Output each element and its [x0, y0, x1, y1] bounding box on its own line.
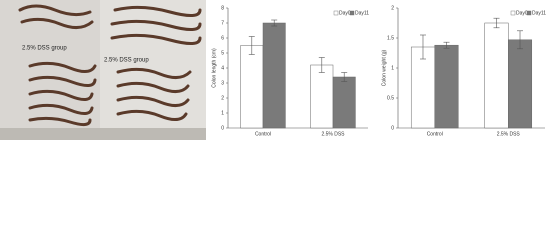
legend-label: Day11 — [355, 10, 369, 16]
error-bar — [419, 34, 426, 60]
x-tick-label: Control — [255, 131, 271, 137]
y-axis-title: Colon weight (g) — [381, 49, 387, 86]
legend-swatch — [526, 10, 532, 16]
y-tick-label: 0.5 — [387, 95, 394, 101]
y-tick-label: 8 — [221, 5, 224, 11]
legend-swatch — [349, 10, 355, 16]
legend-label: Day0 — [516, 10, 528, 16]
bar — [484, 22, 509, 129]
bar — [508, 39, 533, 129]
bar — [332, 76, 356, 129]
photo-panel: 2.5% DSS group 2.5% DSS group — [0, 0, 206, 140]
y-tick-label: 1.5 — [387, 35, 394, 41]
y-tick-label: 6 — [221, 35, 224, 41]
y-tick-label: 0 — [391, 125, 394, 131]
photo-label: 2.5% DSS group — [22, 46, 67, 52]
y-tick-label: 4 — [221, 65, 224, 71]
error-bar — [248, 36, 255, 55]
y-tick-label: 1 — [221, 110, 224, 116]
x-tick-label: 2.5% DSS — [321, 131, 345, 137]
bar — [262, 22, 286, 129]
error-bar — [493, 17, 500, 29]
legend-swatch — [510, 10, 516, 16]
error-bar — [443, 41, 450, 49]
x-tick-label: Control — [427, 131, 443, 137]
photo-label: 2.5% DSS group — [104, 58, 149, 64]
error-bar — [341, 72, 348, 82]
legend-swatch — [333, 10, 339, 16]
error-bar — [318, 57, 325, 73]
bar — [434, 44, 459, 129]
y-tick-label: 5 — [221, 50, 224, 56]
y-tick-label: 1 — [391, 65, 394, 71]
y-tick-label: 2 — [221, 95, 224, 101]
error-bar — [271, 19, 278, 27]
y-axis-title: Colon length (cm) — [211, 48, 217, 88]
figure: 2.5% DSS group 2.5% DSS group 0 1 2 3 4 5 6 7 8 C… — [0, 0, 546, 140]
legend-label: Day0 — [339, 10, 351, 16]
bar — [310, 64, 334, 129]
y-tick-label: 7 — [221, 20, 224, 26]
error-bar — [517, 30, 524, 50]
y-tick-label: 3 — [221, 80, 224, 86]
bar — [240, 45, 264, 129]
legend-label: Day11 — [532, 10, 546, 16]
y-tick-label: 2 — [391, 5, 394, 11]
x-tick-label: 2.5% DSS — [497, 131, 521, 137]
y-tick-label: 0 — [221, 125, 224, 131]
